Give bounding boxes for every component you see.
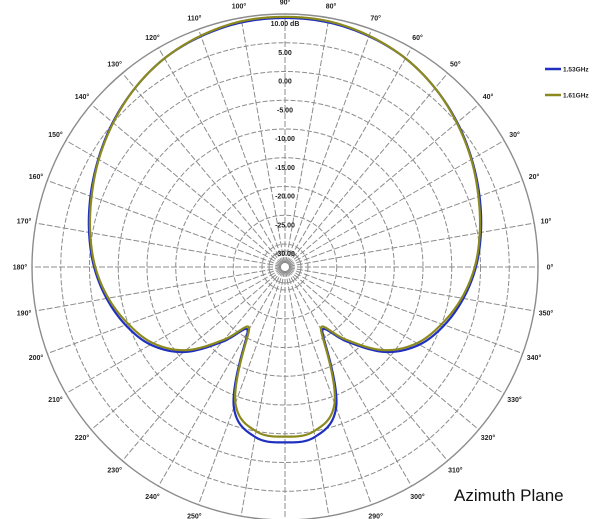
radial-tick-label: 5.00	[278, 50, 292, 57]
grid-spoke	[287, 72, 449, 265]
angle-tick-label: 40°	[483, 93, 494, 101]
angle-tick-label: 310°	[448, 467, 463, 475]
grid-spoke	[286, 270, 412, 487]
angle-tick-label: 170°	[17, 217, 32, 225]
grid-spoke	[121, 269, 283, 462]
grid-spoke	[47, 179, 282, 267]
grid-spoke	[285, 17, 330, 264]
angle-tick-label: 210°	[48, 396, 63, 404]
grid-spoke	[35, 267, 282, 312]
legend-label: 1.53GHz	[563, 67, 589, 74]
grid-spoke	[240, 270, 285, 517]
radial-tick-label: -5.00	[277, 107, 293, 114]
series-line-1.61GHz	[88, 15, 482, 438]
angle-tick-label: 200°	[29, 354, 44, 362]
angle-tick-label: 350°	[539, 310, 554, 318]
grid-spoke	[287, 269, 449, 462]
angle-tick-label: 190°	[17, 310, 32, 318]
grid-spoke	[288, 267, 535, 312]
angle-tick-label: 60°	[412, 34, 423, 42]
grid-spoke	[285, 270, 330, 517]
radial-tick-label: -10.00	[275, 136, 295, 143]
grid-spoke	[65, 268, 282, 394]
grid-spoke	[240, 17, 285, 264]
angle-tick-label: 50°	[450, 60, 461, 68]
angle-tick-label: 80°	[326, 3, 337, 11]
angle-tick-label: 90°	[280, 0, 291, 7]
angle-tick-label: 10°	[541, 217, 552, 225]
grid-spoke	[121, 72, 283, 265]
radial-tick-label: 0.00	[278, 79, 292, 86]
angle-tick-label: 130°	[107, 60, 122, 68]
radial-tick-label: -20.00	[275, 194, 295, 201]
angle-tick-label: 330°	[507, 396, 522, 404]
grid-spoke	[288, 268, 505, 394]
axis-labels: 0° 10° 20° 30° 40° 50° 60° 70° 80° 90° 100° 110° 120…	[13, 0, 554, 519]
radial-tick-label: -30.00	[275, 251, 295, 258]
plane-annotation: Azimuth Plane	[454, 486, 564, 505]
grid-spoke	[288, 140, 505, 266]
grid-spoke	[47, 267, 282, 355]
grid-spoke	[35, 222, 282, 267]
grid-spoke	[158, 270, 284, 487]
angle-tick-label: 110°	[187, 14, 201, 22]
series-group	[87, 15, 483, 444]
grid-spoke	[288, 267, 523, 355]
grid-spoke	[285, 270, 373, 505]
grid-spoke	[286, 47, 412, 264]
legend-label: 1.61GHz	[563, 93, 589, 100]
grid-ring	[89, 71, 481, 463]
polar-grid	[31, 13, 539, 519]
angle-tick-label: 70°	[370, 14, 381, 22]
angle-tick-label: 100°	[232, 3, 247, 11]
grid-spoke	[197, 270, 285, 505]
grid-spoke	[285, 29, 373, 264]
angle-tick-label: 290°	[368, 513, 383, 519]
angle-tick-label: 250°	[187, 513, 202, 519]
radial-tick-label: 10.00 dB	[271, 21, 300, 28]
angle-tick-label: 160°	[29, 173, 44, 181]
grid-spoke	[65, 140, 282, 266]
angle-tick-label: 140°	[75, 93, 90, 101]
angle-tick-label: 300°	[410, 493, 425, 501]
angle-tick-label: 340°	[527, 354, 542, 362]
angle-tick-label: 240°	[145, 493, 160, 501]
grid-spoke	[90, 103, 283, 265]
angle-tick-label: 320°	[481, 434, 496, 442]
angle-tick-label: 20°	[529, 173, 540, 181]
angle-tick-label: 150°	[48, 131, 63, 139]
grid-spoke	[197, 29, 285, 264]
grid-spoke	[287, 103, 480, 265]
radial-tick-label: -25.00	[275, 222, 295, 229]
grid-ring	[232, 214, 338, 320]
grid-spoke	[288, 222, 535, 267]
angle-tick-label: 230°	[107, 467, 122, 475]
angle-tick-label: 220°	[75, 434, 90, 442]
angle-tick-label: 30°	[509, 131, 520, 139]
angle-tick-label: 0°	[547, 264, 554, 272]
grid-spoke	[288, 179, 523, 267]
legend: 1.53GHz 1.61GHz	[545, 67, 589, 100]
radial-tick-label: -15.00	[275, 165, 295, 172]
grid-spoke	[158, 47, 284, 264]
angle-tick-label: 180°	[13, 264, 28, 272]
angle-tick-label: 120°	[145, 34, 160, 42]
